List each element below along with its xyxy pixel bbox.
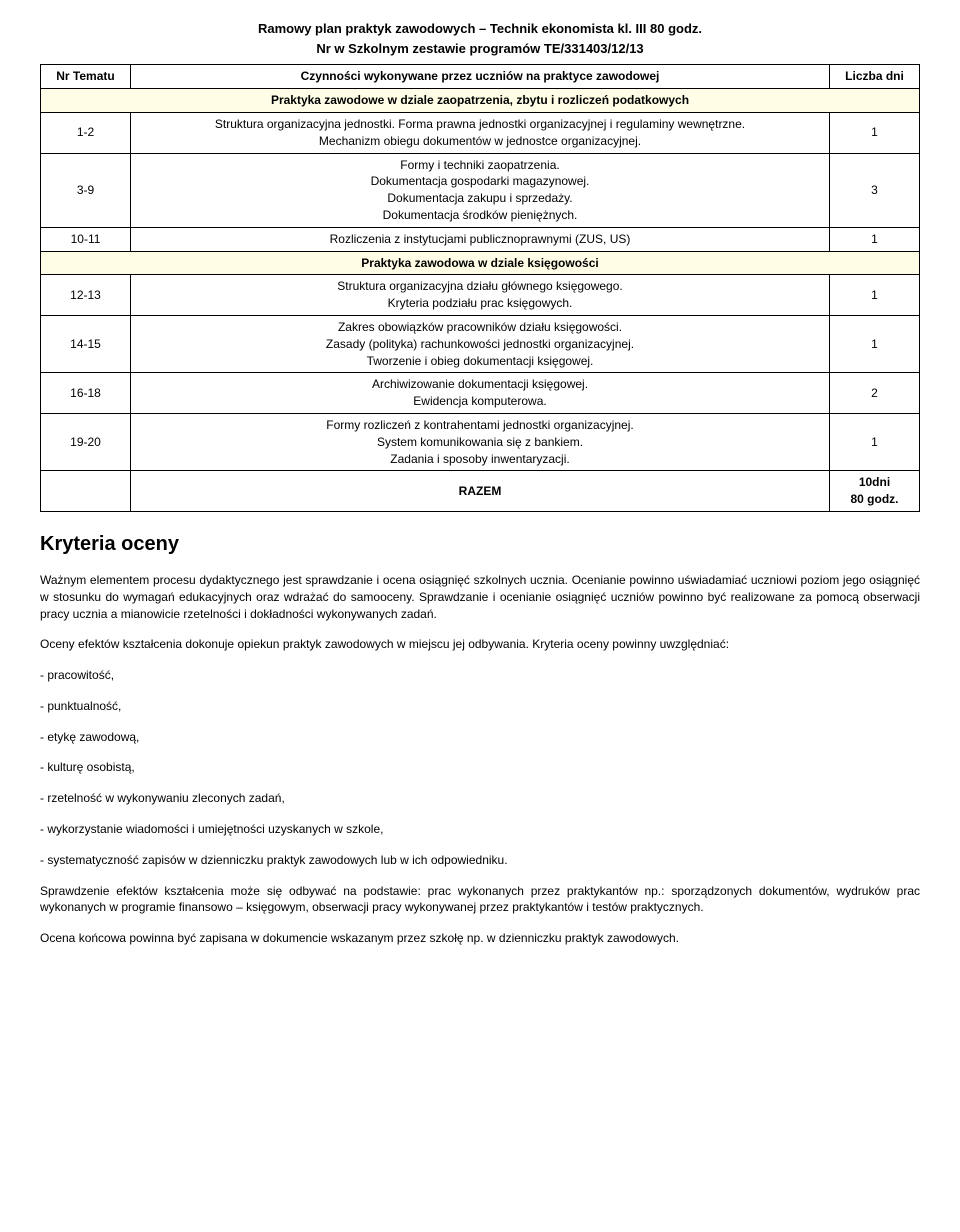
paragraph-2: Oceny efektów kształcenia dokonuje opiek… bbox=[40, 636, 920, 653]
table-row: 19-20Formy rozliczeń z kontrahentami jed… bbox=[41, 413, 920, 470]
plan-table: Nr Tematu Czynności wykonywane przez ucz… bbox=[40, 64, 920, 512]
table-row: 16-18Archiwizowanie dokumentacji księgow… bbox=[41, 373, 920, 414]
row-num: 1-2 bbox=[41, 112, 131, 153]
razem-empty bbox=[41, 471, 131, 512]
row-num: 19-20 bbox=[41, 413, 131, 470]
bullet-item: - kulturę osobistą, bbox=[40, 759, 920, 776]
table-row: 1-2Struktura organizacyjna jednostki. Fo… bbox=[41, 112, 920, 153]
document-subtitle: Nr w Szkolnym zestawie programów TE/3314… bbox=[40, 40, 920, 58]
row-content: Rozliczenia z instytucjami publicznopraw… bbox=[131, 227, 830, 251]
bullet-item: - etykę zawodową, bbox=[40, 729, 920, 746]
row-num: 16-18 bbox=[41, 373, 131, 414]
razem-line1: 10dni bbox=[859, 475, 890, 489]
row-num: 10-11 bbox=[41, 227, 131, 251]
header-col1: Nr Tematu bbox=[41, 65, 131, 89]
paragraph-4: Ocena końcowa powinna być zapisana w dok… bbox=[40, 930, 920, 947]
document-title: Ramowy plan praktyk zawodowych – Technik… bbox=[40, 20, 920, 38]
criteria-heading: Kryteria oceny bbox=[40, 530, 920, 558]
row-days: 1 bbox=[830, 315, 920, 372]
row-content: Struktura organizacyjna działu głównego … bbox=[131, 275, 830, 316]
table-row: 12-13Struktura organizacyjna działu głów… bbox=[41, 275, 920, 316]
row-days: 1 bbox=[830, 112, 920, 153]
table-row: 10-11Rozliczenia z instytucjami publiczn… bbox=[41, 227, 920, 251]
bullet-item: - pracowitość, bbox=[40, 667, 920, 684]
razem-line2: 80 godz. bbox=[850, 492, 898, 506]
table-row: 3-9Formy i techniki zaopatrzenia.Dokumen… bbox=[41, 153, 920, 227]
section-1-label: Praktyka zawodowe w dziale zaopatrzenia,… bbox=[41, 89, 920, 113]
razem-row: RAZEM 10dni 80 godz. bbox=[41, 471, 920, 512]
razem-value: 10dni 80 godz. bbox=[830, 471, 920, 512]
row-content: Struktura organizacyjna jednostki. Forma… bbox=[131, 112, 830, 153]
header-col3: Liczba dni bbox=[830, 65, 920, 89]
section-row-1: Praktyka zawodowe w dziale zaopatrzenia,… bbox=[41, 89, 920, 113]
section-row-2: Praktyka zawodowa w dziale księgowości bbox=[41, 251, 920, 275]
bullet-item: - punktualność, bbox=[40, 698, 920, 715]
row-days: 1 bbox=[830, 227, 920, 251]
header-row: Nr Tematu Czynności wykonywane przez ucz… bbox=[41, 65, 920, 89]
bullet-item: - rzetelność w wykonywaniu zleconych zad… bbox=[40, 790, 920, 807]
row-days: 3 bbox=[830, 153, 920, 227]
paragraph-3: Sprawdzenie efektów kształcenia może się… bbox=[40, 883, 920, 917]
row-num: 14-15 bbox=[41, 315, 131, 372]
row-days: 2 bbox=[830, 373, 920, 414]
row-num: 12-13 bbox=[41, 275, 131, 316]
row-content: Formy i techniki zaopatrzenia.Dokumentac… bbox=[131, 153, 830, 227]
row-content: Zakres obowiązków pracowników działu ksi… bbox=[131, 315, 830, 372]
table-row: 14-15Zakres obowiązków pracowników dział… bbox=[41, 315, 920, 372]
bullet-list: - pracowitość, - punktualność, - etykę zaw… bbox=[40, 667, 920, 869]
paragraph-1: Ważnym elementem procesu dydaktycznego j… bbox=[40, 572, 920, 622]
header-col2: Czynności wykonywane przez uczniów na pr… bbox=[131, 65, 830, 89]
row-days: 1 bbox=[830, 413, 920, 470]
row-content: Formy rozliczeń z kontrahentami jednostk… bbox=[131, 413, 830, 470]
razem-label: RAZEM bbox=[131, 471, 830, 512]
section-2-label: Praktyka zawodowa w dziale księgowości bbox=[41, 251, 920, 275]
row-days: 1 bbox=[830, 275, 920, 316]
row-content: Archiwizowanie dokumentacji księgowej.Ew… bbox=[131, 373, 830, 414]
row-num: 3-9 bbox=[41, 153, 131, 227]
bullet-item: - systematyczność zapisów w dzienniczku … bbox=[40, 852, 920, 869]
bullet-item: - wykorzystanie wiadomości i umiejętnośc… bbox=[40, 821, 920, 838]
